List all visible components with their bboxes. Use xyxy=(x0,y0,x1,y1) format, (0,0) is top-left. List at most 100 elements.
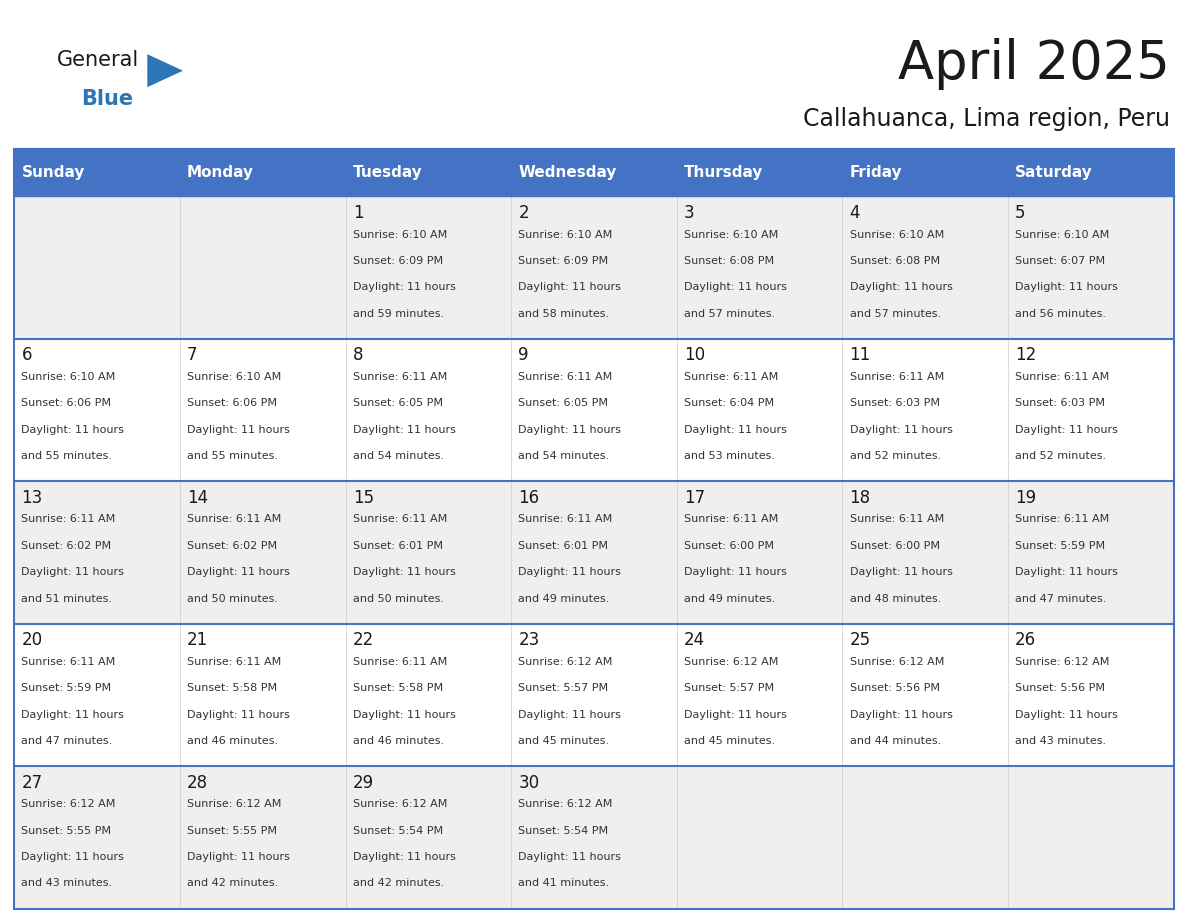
Text: Sunrise: 6:10 AM: Sunrise: 6:10 AM xyxy=(684,230,778,240)
Text: Sunrise: 6:10 AM: Sunrise: 6:10 AM xyxy=(353,230,447,240)
Text: Sunrise: 6:11 AM: Sunrise: 6:11 AM xyxy=(518,514,613,524)
Text: Sunset: 5:58 PM: Sunset: 5:58 PM xyxy=(187,683,277,693)
Text: Sunrise: 6:11 AM: Sunrise: 6:11 AM xyxy=(1016,372,1110,382)
Text: Sunrise: 6:10 AM: Sunrise: 6:10 AM xyxy=(1016,230,1110,240)
Text: Daylight: 11 hours: Daylight: 11 hours xyxy=(518,852,621,862)
Text: and 55 minutes.: and 55 minutes. xyxy=(21,451,113,461)
Bar xyxy=(14,767,1174,909)
Text: and 54 minutes.: and 54 minutes. xyxy=(353,451,444,461)
Text: Sunset: 5:54 PM: Sunset: 5:54 PM xyxy=(353,826,443,835)
Text: 18: 18 xyxy=(849,488,871,507)
Text: Wednesday: Wednesday xyxy=(518,165,617,180)
Text: 7: 7 xyxy=(187,346,197,364)
Text: and 57 minutes.: and 57 minutes. xyxy=(849,308,941,319)
Text: 16: 16 xyxy=(518,488,539,507)
Text: Sunset: 5:56 PM: Sunset: 5:56 PM xyxy=(1016,683,1105,693)
Text: Thursday: Thursday xyxy=(684,165,764,180)
Text: Daylight: 11 hours: Daylight: 11 hours xyxy=(1016,567,1118,577)
Text: Sunrise: 6:12 AM: Sunrise: 6:12 AM xyxy=(518,800,613,810)
Text: and 48 minutes.: and 48 minutes. xyxy=(849,594,941,603)
Text: Sunrise: 6:10 AM: Sunrise: 6:10 AM xyxy=(849,230,943,240)
Text: and 44 minutes.: and 44 minutes. xyxy=(849,736,941,746)
Text: Daylight: 11 hours: Daylight: 11 hours xyxy=(684,567,786,577)
Text: Sunrise: 6:11 AM: Sunrise: 6:11 AM xyxy=(518,372,613,382)
Text: Sunset: 5:55 PM: Sunset: 5:55 PM xyxy=(187,826,277,835)
Text: Sunset: 6:07 PM: Sunset: 6:07 PM xyxy=(1016,256,1105,266)
Text: 9: 9 xyxy=(518,346,529,364)
Text: 27: 27 xyxy=(21,774,43,791)
Text: and 58 minutes.: and 58 minutes. xyxy=(518,308,609,319)
Text: Sunset: 6:04 PM: Sunset: 6:04 PM xyxy=(684,398,775,409)
Text: Daylight: 11 hours: Daylight: 11 hours xyxy=(187,852,290,862)
Text: Sunset: 6:03 PM: Sunset: 6:03 PM xyxy=(1016,398,1105,409)
Text: and 46 minutes.: and 46 minutes. xyxy=(353,736,444,746)
Text: Blue: Blue xyxy=(81,89,133,109)
Text: 19: 19 xyxy=(1016,488,1036,507)
Text: and 43 minutes.: and 43 minutes. xyxy=(21,879,113,889)
Text: Sunrise: 6:12 AM: Sunrise: 6:12 AM xyxy=(21,800,115,810)
Text: 22: 22 xyxy=(353,632,374,649)
Text: Sunset: 6:08 PM: Sunset: 6:08 PM xyxy=(684,256,775,266)
Text: Daylight: 11 hours: Daylight: 11 hours xyxy=(1016,710,1118,720)
Text: Daylight: 11 hours: Daylight: 11 hours xyxy=(187,425,290,435)
Text: Sunrise: 6:11 AM: Sunrise: 6:11 AM xyxy=(849,372,943,382)
Text: 13: 13 xyxy=(21,488,43,507)
Text: Daylight: 11 hours: Daylight: 11 hours xyxy=(684,710,786,720)
Text: 12: 12 xyxy=(1016,346,1036,364)
Text: Sunday: Sunday xyxy=(21,165,84,180)
Text: Daylight: 11 hours: Daylight: 11 hours xyxy=(849,425,953,435)
Text: Daylight: 11 hours: Daylight: 11 hours xyxy=(21,710,125,720)
Text: Sunrise: 6:11 AM: Sunrise: 6:11 AM xyxy=(1016,514,1110,524)
Text: Sunset: 5:55 PM: Sunset: 5:55 PM xyxy=(21,826,112,835)
Text: and 41 minutes.: and 41 minutes. xyxy=(518,879,609,889)
Text: and 45 minutes.: and 45 minutes. xyxy=(684,736,775,746)
Text: Sunset: 6:01 PM: Sunset: 6:01 PM xyxy=(518,541,608,551)
Text: Daylight: 11 hours: Daylight: 11 hours xyxy=(353,425,455,435)
Text: Tuesday: Tuesday xyxy=(353,165,423,180)
Text: and 46 minutes.: and 46 minutes. xyxy=(187,736,278,746)
Text: Sunset: 6:06 PM: Sunset: 6:06 PM xyxy=(21,398,112,409)
Text: Daylight: 11 hours: Daylight: 11 hours xyxy=(684,425,786,435)
Text: and 49 minutes.: and 49 minutes. xyxy=(518,594,609,603)
Text: 14: 14 xyxy=(187,488,208,507)
Bar xyxy=(14,149,1174,909)
Text: Daylight: 11 hours: Daylight: 11 hours xyxy=(849,710,953,720)
Text: and 54 minutes.: and 54 minutes. xyxy=(518,451,609,461)
Text: Daylight: 11 hours: Daylight: 11 hours xyxy=(21,567,125,577)
Text: Daylight: 11 hours: Daylight: 11 hours xyxy=(187,710,290,720)
Text: Sunset: 6:02 PM: Sunset: 6:02 PM xyxy=(21,541,112,551)
Text: Sunrise: 6:12 AM: Sunrise: 6:12 AM xyxy=(1016,657,1110,666)
Text: Sunset: 6:09 PM: Sunset: 6:09 PM xyxy=(518,256,608,266)
Text: Sunrise: 6:11 AM: Sunrise: 6:11 AM xyxy=(849,514,943,524)
Text: 25: 25 xyxy=(849,632,871,649)
Text: and 52 minutes.: and 52 minutes. xyxy=(1016,451,1106,461)
Text: Saturday: Saturday xyxy=(1016,165,1093,180)
Text: Sunset: 6:01 PM: Sunset: 6:01 PM xyxy=(353,541,443,551)
Text: Sunrise: 6:10 AM: Sunrise: 6:10 AM xyxy=(187,372,282,382)
Text: Sunrise: 6:11 AM: Sunrise: 6:11 AM xyxy=(684,514,778,524)
Text: Sunrise: 6:10 AM: Sunrise: 6:10 AM xyxy=(518,230,613,240)
Text: 24: 24 xyxy=(684,632,704,649)
Text: 3: 3 xyxy=(684,204,695,222)
Text: Sunset: 6:00 PM: Sunset: 6:00 PM xyxy=(684,541,773,551)
Text: Daylight: 11 hours: Daylight: 11 hours xyxy=(518,567,621,577)
Text: 2: 2 xyxy=(518,204,529,222)
Text: Callahuanca, Lima region, Peru: Callahuanca, Lima region, Peru xyxy=(803,107,1170,131)
Bar xyxy=(14,481,1174,624)
Text: Sunrise: 6:12 AM: Sunrise: 6:12 AM xyxy=(684,657,778,666)
Text: Daylight: 11 hours: Daylight: 11 hours xyxy=(849,567,953,577)
Text: Sunset: 5:54 PM: Sunset: 5:54 PM xyxy=(518,826,608,835)
Text: Sunset: 5:57 PM: Sunset: 5:57 PM xyxy=(684,683,775,693)
Text: 17: 17 xyxy=(684,488,704,507)
Text: Daylight: 11 hours: Daylight: 11 hours xyxy=(21,425,125,435)
Text: Sunrise: 6:10 AM: Sunrise: 6:10 AM xyxy=(21,372,115,382)
Bar xyxy=(14,339,1174,481)
Text: 26: 26 xyxy=(1016,632,1036,649)
Text: 1: 1 xyxy=(353,204,364,222)
Text: Sunrise: 6:11 AM: Sunrise: 6:11 AM xyxy=(21,657,115,666)
Text: 30: 30 xyxy=(518,774,539,791)
Text: and 59 minutes.: and 59 minutes. xyxy=(353,308,444,319)
Text: Sunset: 5:56 PM: Sunset: 5:56 PM xyxy=(849,683,940,693)
Text: Sunset: 5:57 PM: Sunset: 5:57 PM xyxy=(518,683,608,693)
Text: Sunrise: 6:12 AM: Sunrise: 6:12 AM xyxy=(849,657,944,666)
